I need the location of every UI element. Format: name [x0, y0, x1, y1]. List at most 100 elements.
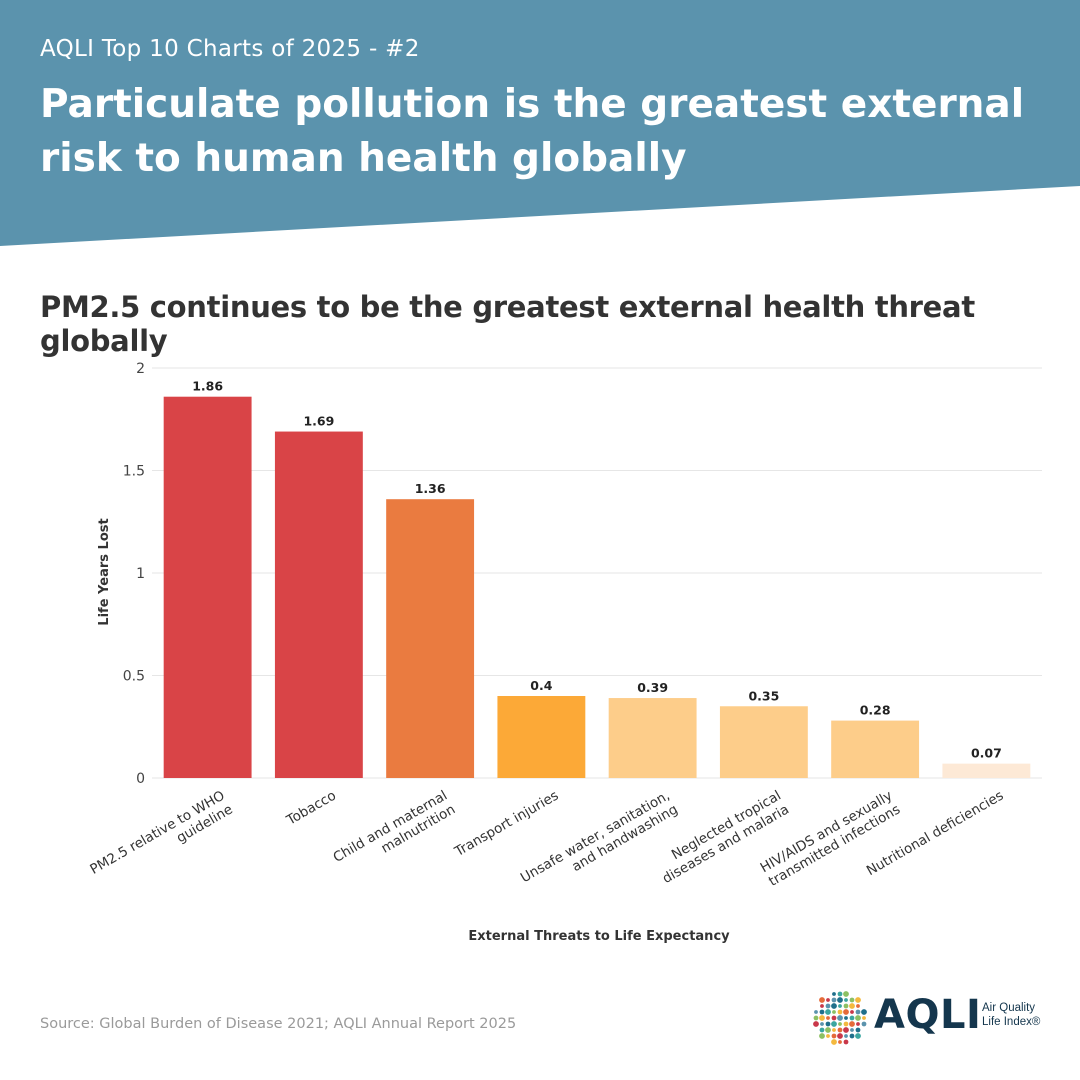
logo-dot	[838, 1022, 842, 1026]
x-tick-line: Tobacco	[283, 788, 339, 829]
logo-dot	[825, 1009, 831, 1015]
logo-dot	[855, 1027, 861, 1033]
logo-dot	[837, 1033, 843, 1039]
logo-dot	[843, 1021, 849, 1027]
logo-dot	[849, 1021, 855, 1027]
logo-dot	[843, 991, 849, 997]
x-tick-text: Child and maternalmalnutrition	[330, 788, 458, 880]
logo-dot	[837, 1009, 843, 1015]
value-label: 0.4	[530, 678, 552, 693]
logo-dot	[844, 1016, 848, 1020]
headline: Particulate pollution is the greatest ex…	[40, 82, 1025, 181]
logo-dots-icon	[813, 991, 867, 1045]
header-banner: AQLI Top 10 Charts of 2025 - #2 Particul…	[0, 0, 1080, 250]
logo-dot	[849, 1033, 855, 1039]
bar-chart: 0 0.5 1 1.5 2 1.86 1.69 1.36 0.4 0.39 0.35 0.28 0.0…	[87, 361, 1042, 944]
bars	[163, 396, 1031, 778]
series-label: AQLI Top 10 Charts of 2025 - #2	[40, 36, 420, 62]
logo-dot	[844, 998, 848, 1002]
x-tick-label: PM2.5 relative to WHOguideline	[87, 788, 235, 892]
logo-dot	[831, 1003, 837, 1009]
logo-dot	[826, 1034, 830, 1038]
x-axis-ticks: PM2.5 relative to WHOguideline TobaccoChi…	[87, 788, 1006, 892]
logo-dot	[849, 1015, 855, 1021]
logo-dot	[831, 997, 837, 1003]
logo-dot	[819, 997, 825, 1003]
logo-dot	[838, 1004, 842, 1008]
aqli-logo: AQLI Air Quality Life Index®	[808, 988, 1058, 1048]
banner-shape	[0, 0, 1080, 246]
logo-wordmark: AQLI	[874, 992, 982, 1038]
logo-dot	[814, 1010, 818, 1014]
logo-dot	[819, 1015, 825, 1021]
logo-dot	[843, 1027, 849, 1033]
bar	[942, 763, 1031, 778]
x-tick-line: Transport injuries	[451, 788, 561, 861]
logo-dot	[838, 1040, 842, 1044]
logo-dot	[855, 1009, 861, 1015]
logo-dot	[837, 1027, 843, 1033]
logo-dot	[825, 1021, 831, 1027]
logo-dot	[831, 1039, 837, 1045]
logo-dot	[831, 1033, 837, 1039]
y-tick-label: 0.5	[123, 669, 145, 685]
logo-dot	[843, 1039, 849, 1045]
logo-dot	[820, 1004, 824, 1008]
logo-dot	[820, 1022, 824, 1026]
logo-dot	[825, 1027, 831, 1033]
value-label: 0.07	[971, 746, 1002, 761]
logo-dot	[813, 1015, 819, 1021]
logo-dot	[855, 1033, 861, 1039]
logo-dot	[843, 1003, 849, 1009]
logo-dot	[861, 1009, 867, 1015]
value-label: 0.35	[748, 688, 779, 703]
y-tick-label: 1.5	[123, 464, 145, 480]
source-note: Source: Global Burden of Disease 2021; A…	[40, 1016, 517, 1032]
x-tick-text: Transport injuries	[451, 788, 561, 861]
logo-dot	[862, 1016, 866, 1020]
logo-dot	[826, 998, 830, 1002]
logo-dot	[832, 1028, 836, 1032]
value-label: 1.86	[192, 379, 223, 394]
logo-subtitle-line2: Life Index®	[982, 1016, 1041, 1028]
logo-dot	[844, 1034, 848, 1038]
value-label: 0.39	[637, 680, 668, 695]
bar	[274, 431, 363, 778]
logo-dot	[819, 1027, 825, 1033]
logo-dot	[831, 1021, 837, 1027]
logo-dot	[855, 997, 861, 1003]
logo-dot	[819, 1009, 825, 1015]
value-label: 1.69	[303, 414, 334, 429]
logo-dot	[850, 1028, 854, 1032]
logo-dot	[843, 1009, 849, 1015]
x-tick-label: Child and maternalmalnutrition	[330, 788, 458, 880]
logo-dot	[849, 1003, 855, 1009]
bar	[608, 698, 697, 778]
logo-dot	[837, 991, 843, 997]
logo-dot	[825, 1003, 831, 1009]
logo-dot	[855, 1015, 861, 1021]
x-tick-line: PM2.5 relative to WHO	[87, 788, 227, 878]
x-axis-label: External Threats to Life Expectancy	[468, 929, 730, 944]
value-label: 1.36	[415, 481, 446, 496]
y-tick-label: 2	[136, 361, 145, 377]
logo-dot	[837, 1015, 843, 1021]
value-label: 0.28	[860, 703, 891, 718]
y-axis-ticks: 0 0.5 1 1.5 2	[123, 361, 145, 787]
value-labels: 1.86 1.69 1.36 0.4 0.39 0.35 0.28 0.07	[192, 379, 1002, 761]
y-axis-label: Life Years Lost	[97, 518, 112, 625]
logo-subtitle-line1: Air Quality	[982, 1002, 1036, 1014]
logo-dot	[856, 1004, 860, 1008]
logo-dot	[861, 1021, 867, 1027]
logo-dot	[850, 1010, 854, 1014]
bar	[719, 706, 808, 778]
bar	[497, 696, 586, 778]
x-tick-label: Tobacco	[283, 788, 339, 829]
y-tick-label: 0	[136, 771, 145, 787]
logo-dot	[832, 1010, 836, 1014]
logo-dot	[832, 992, 836, 996]
logo-dot	[849, 997, 855, 1003]
bar	[163, 396, 252, 778]
x-tick-text: Tobacco	[283, 788, 339, 829]
x-tick-text: PM2.5 relative to WHOguideline	[87, 788, 235, 892]
